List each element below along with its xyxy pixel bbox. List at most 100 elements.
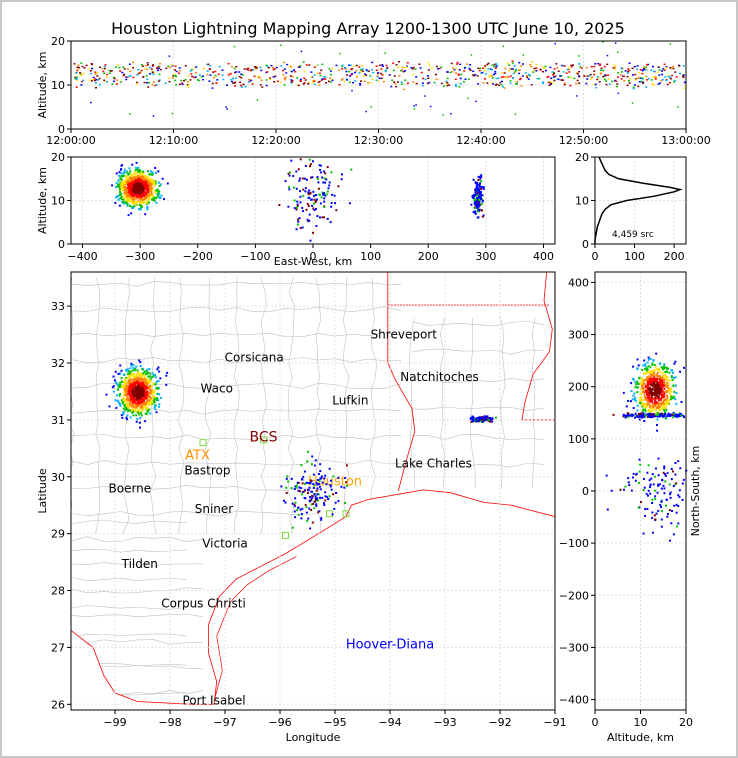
- source-point: [146, 205, 149, 208]
- source-point: [132, 410, 135, 413]
- source-point: [663, 415, 666, 418]
- source-point: [544, 69, 547, 72]
- source-point: [603, 78, 606, 81]
- source-point: [149, 194, 152, 197]
- source-point: [590, 65, 593, 68]
- source-point: [184, 78, 187, 81]
- source-point: [642, 413, 645, 416]
- y-tick-label: 10: [51, 195, 65, 208]
- source-point: [427, 69, 430, 71]
- source-point: [167, 65, 170, 68]
- north-south-sources: [605, 352, 688, 542]
- source-point: [139, 181, 142, 184]
- source-point: [149, 392, 152, 395]
- source-point: [669, 413, 672, 416]
- source-point: [140, 382, 143, 385]
- source-point: [345, 70, 348, 73]
- source-point: [633, 392, 636, 395]
- county-line: [71, 459, 402, 466]
- source-point: [283, 77, 286, 79]
- source-point: [644, 68, 647, 71]
- source-point: [313, 194, 316, 197]
- source-point: [302, 83, 305, 85]
- source-point: [459, 63, 462, 66]
- source-point: [665, 398, 668, 401]
- source-point: [657, 484, 660, 487]
- source-point: [120, 414, 123, 417]
- source-point: [310, 71, 313, 73]
- source-point: [147, 375, 150, 378]
- source-point: [189, 70, 192, 72]
- source-point: [631, 67, 634, 70]
- source-point: [634, 396, 637, 399]
- source-point: [150, 191, 153, 194]
- source-point: [202, 75, 205, 77]
- source-point: [421, 82, 424, 84]
- source-point: [140, 375, 143, 378]
- source-point: [658, 383, 661, 386]
- source-point: [310, 176, 313, 179]
- source-point: [471, 415, 474, 418]
- east-west-panel: −400 −300 −200 −100 0 100 200 300 40001020East-W…: [36, 151, 556, 268]
- source-point: [311, 160, 314, 163]
- source-point: [319, 477, 322, 480]
- source-point: [111, 83, 114, 86]
- source-point: [478, 202, 481, 205]
- source-point: [315, 198, 318, 201]
- source-point: [147, 379, 150, 382]
- source-point: [119, 181, 122, 184]
- source-point: [599, 72, 602, 75]
- source-point: [134, 390, 137, 393]
- source-point: [138, 176, 141, 179]
- source-point: [663, 387, 666, 390]
- source-point: [402, 70, 405, 73]
- source-point: [154, 403, 157, 406]
- source-point: [139, 198, 142, 201]
- source-point: [135, 365, 138, 368]
- source-point: [135, 197, 138, 200]
- source-point: [666, 385, 669, 388]
- source-point: [297, 84, 300, 87]
- source-point: [119, 381, 122, 384]
- source-point: [76, 66, 79, 68]
- source-point: [130, 383, 133, 386]
- source-point: [438, 67, 441, 70]
- source-point: [536, 77, 539, 80]
- source-point: [137, 195, 140, 198]
- source-point: [143, 376, 146, 379]
- source-point: [135, 376, 138, 379]
- source-point: [653, 374, 656, 377]
- source-point: [515, 80, 518, 83]
- source-point: [126, 68, 129, 70]
- source-point: [656, 368, 659, 371]
- source-point: [137, 208, 140, 211]
- source-point: [661, 385, 664, 388]
- source-point: [677, 413, 680, 416]
- source-point: [479, 197, 482, 200]
- source-point: [345, 464, 348, 467]
- source-point: [476, 189, 479, 192]
- source-point: [480, 209, 483, 212]
- source-point: [660, 376, 663, 379]
- source-point: [554, 42, 556, 45]
- source-point: [222, 78, 225, 81]
- source-point: [287, 186, 290, 189]
- source-point: [136, 180, 139, 183]
- source-point: [654, 393, 657, 396]
- source-point: [131, 163, 134, 166]
- source-point: [292, 186, 295, 189]
- source-point: [421, 77, 424, 80]
- source-point: [474, 210, 477, 213]
- source-point: [639, 69, 642, 71]
- source-point: [647, 464, 650, 467]
- source-point: [154, 382, 157, 385]
- source-point: [140, 195, 143, 198]
- source-point: [195, 66, 198, 68]
- source-point: [241, 74, 244, 76]
- source-point: [143, 386, 146, 389]
- source-point: [639, 399, 642, 402]
- source-point: [634, 381, 637, 384]
- source-point: [472, 193, 475, 196]
- source-point: [132, 206, 135, 209]
